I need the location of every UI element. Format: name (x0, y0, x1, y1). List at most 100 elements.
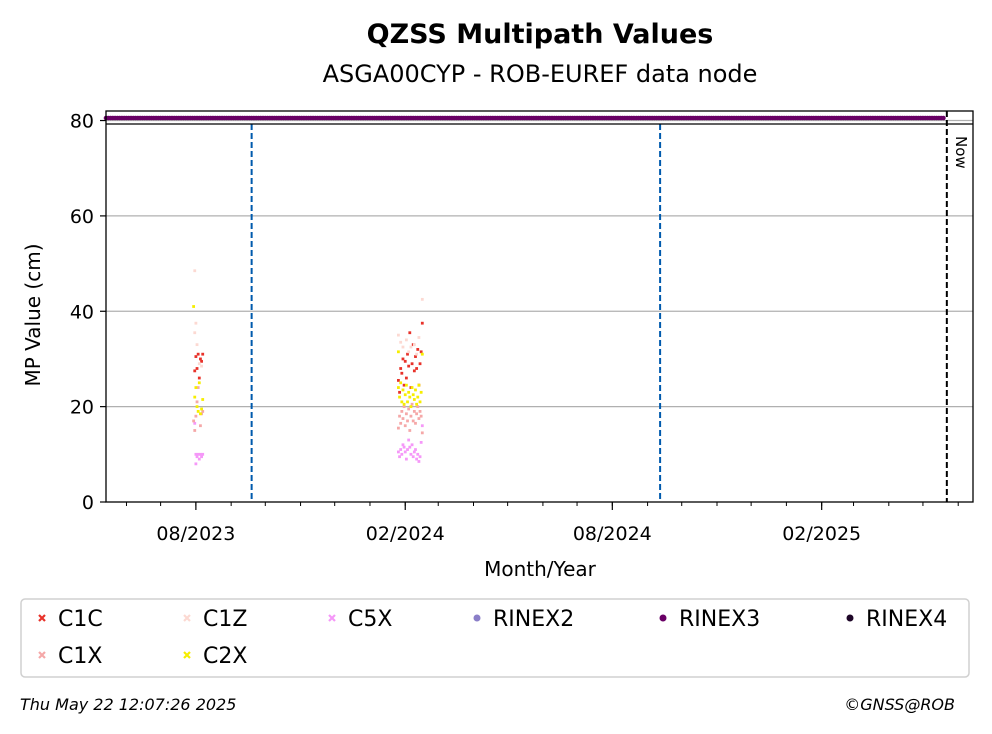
legend-label: C1C (58, 607, 103, 632)
y-axis: 0 20 40 60 80 (70, 111, 106, 514)
point-c1c (401, 357, 405, 361)
series-c1c (193, 321, 424, 394)
point-c2x (415, 402, 419, 406)
point-c1x (408, 429, 412, 432)
point-c2x (400, 400, 404, 404)
point-c5x (201, 452, 205, 456)
point-c5x (417, 460, 421, 463)
point-c5x (399, 448, 403, 451)
point-c1x (417, 417, 421, 420)
point-c2x (199, 412, 202, 416)
x-tick-label: 08/2023 (156, 523, 235, 545)
legend-box (20, 598, 970, 678)
point-c5x (403, 450, 407, 454)
legend-marker (328, 614, 336, 622)
series-c5x (193, 421, 424, 466)
footer-credit: ©GNSS@ROB (844, 695, 955, 714)
legend-item-c2x: C2X (183, 644, 247, 669)
legend-label: C2X (203, 644, 247, 669)
point-c2x (194, 386, 198, 389)
point-c1c (200, 359, 203, 363)
point-c2x (397, 350, 400, 354)
point-c2x (409, 405, 413, 409)
series-c1x (192, 386, 424, 435)
series-c1z (193, 269, 424, 368)
point-c5x (200, 455, 203, 459)
point-c5x (199, 452, 202, 456)
point-c1x (412, 410, 416, 413)
point-c1x (414, 421, 417, 425)
point-c1c (416, 348, 420, 351)
point-c5x (404, 457, 408, 461)
point-c5x (415, 457, 419, 461)
point-c5x (194, 452, 198, 456)
point-c1z (195, 343, 199, 347)
point-c1x (416, 405, 420, 409)
point-c1x (420, 431, 424, 435)
point-c1c (195, 367, 199, 370)
point-c2x (410, 386, 414, 389)
point-c1c (199, 357, 202, 361)
chart-subtitle: ASGA00CYP - ROB-EUREF data node (323, 60, 758, 88)
point-c2x (407, 390, 411, 394)
point-c1z (417, 336, 421, 339)
point-c2x (195, 405, 199, 409)
legend-marker (183, 614, 191, 622)
point-c2x (401, 388, 405, 392)
point-c1x (401, 417, 405, 420)
point-c2x (193, 395, 197, 399)
point-c2x (403, 393, 407, 397)
point-c5x (194, 462, 198, 466)
rinex3-point (941, 115, 946, 121)
point-c1x (196, 386, 200, 389)
point-c5x (409, 452, 413, 456)
point-c1c (415, 367, 419, 370)
now-marker: Now (945, 111, 970, 502)
point-c5x (401, 443, 405, 447)
point-c1x (398, 414, 401, 418)
point-c1c (418, 362, 422, 366)
point-c5x (197, 457, 201, 461)
legend-marker (38, 651, 46, 659)
point-c2x (402, 402, 406, 406)
point-c1c (420, 321, 424, 325)
legend-item-rinex2: RINEX2 (473, 607, 574, 632)
point-c1z (194, 321, 198, 325)
point-c1c (412, 369, 416, 373)
point-c2x (412, 398, 416, 401)
point-c1x (411, 419, 415, 423)
point-c1c (407, 364, 411, 368)
legend-marker (38, 614, 46, 622)
point-c2x (398, 395, 401, 399)
point-c1c (404, 376, 408, 380)
y-tick-label: 20 (70, 397, 94, 419)
point-c1x (194, 414, 198, 418)
point-c5x (420, 424, 424, 428)
point-c5x (195, 455, 199, 459)
point-c2x (192, 305, 196, 308)
point-c2x (200, 407, 203, 411)
gridlines (106, 119, 973, 408)
point-c5x (397, 450, 400, 454)
chart-title: QZSS Multipath Values (367, 19, 714, 50)
point-c1c (402, 383, 406, 387)
point-c2x (420, 352, 424, 356)
point-c1c (399, 367, 403, 370)
point-c5x (196, 452, 200, 456)
point-c5x (419, 440, 423, 444)
point-c1x (403, 424, 407, 428)
point-c1c (398, 390, 401, 394)
point-c1c (194, 355, 198, 358)
point-c5x (410, 443, 414, 447)
legend-item-rinex3: RINEX3 (659, 607, 760, 632)
point-c2x (416, 395, 420, 399)
point-c1c (400, 371, 404, 375)
point-c1z (407, 350, 411, 354)
point-c5x (193, 421, 197, 425)
legend-marker (183, 651, 191, 659)
point-c2x (399, 381, 403, 385)
point-c1x (419, 414, 423, 418)
legend: C1C C1Z C5X RINEX2 RINEX3 RINEX4 C1X C2X (38, 607, 947, 669)
x-tick-label: 02/2025 (782, 523, 861, 545)
event-lines (250, 124, 662, 502)
